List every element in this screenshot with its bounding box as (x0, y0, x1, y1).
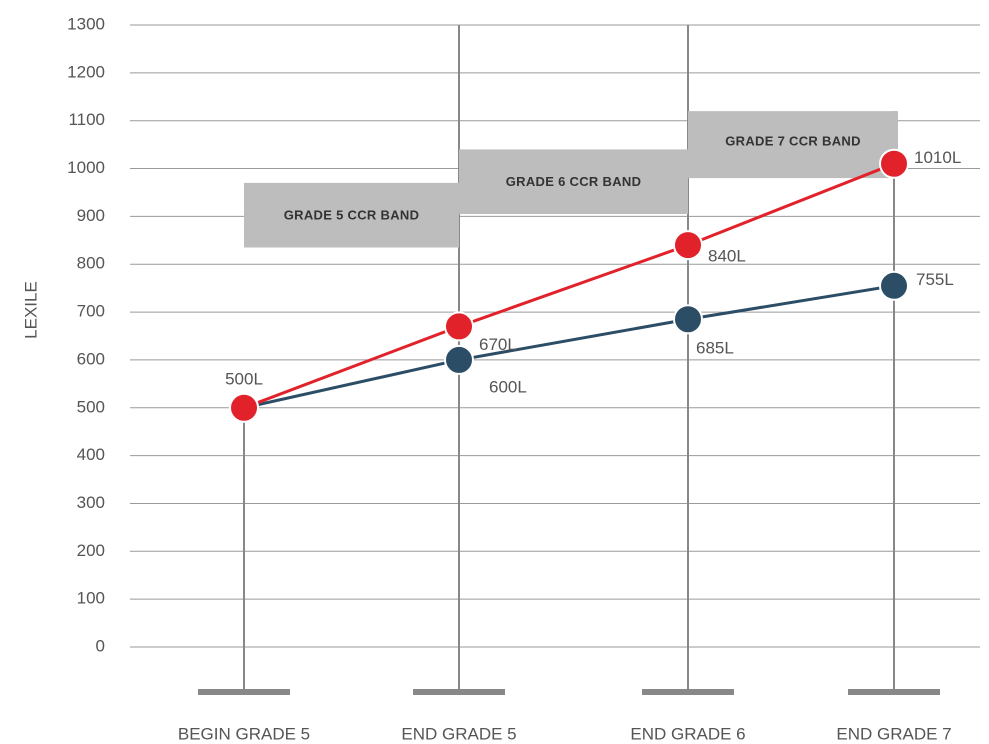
point-marker (229, 392, 259, 423)
category-base (848, 689, 940, 695)
point-marker (879, 148, 909, 179)
y-tick-label: 200 (77, 541, 105, 560)
series-line (243, 162, 895, 410)
y-tick-label: 1300 (67, 14, 105, 33)
ccr-band (459, 149, 688, 214)
y-tick-label: 400 (77, 445, 105, 464)
y-tick-label: 800 (77, 254, 105, 273)
category-base (642, 689, 734, 695)
point-marker (673, 304, 703, 335)
y-tick-label: 1000 (67, 158, 105, 177)
x-tick-label: END GRADE 7 (836, 724, 951, 743)
series-line (243, 284, 895, 410)
y-tick-label: 1200 (67, 62, 105, 81)
y-tick-label: 1100 (68, 110, 105, 129)
y-tick-label: 300 (77, 493, 105, 512)
y-tick-label: 700 (77, 302, 105, 321)
x-tick-label: BEGIN GRADE 5 (178, 724, 310, 743)
value-label: 500L (225, 369, 263, 388)
value-label: 685L (696, 339, 734, 358)
y-tick-label: 500 (77, 397, 105, 416)
x-tick-label: END GRADE 6 (630, 724, 745, 743)
point-marker (673, 230, 703, 261)
ccr-band (244, 182, 459, 248)
category-base (198, 689, 290, 695)
value-label: 840L (708, 247, 746, 266)
y-axis-label: LEXILE (21, 281, 40, 339)
value-label: 755L (916, 270, 954, 289)
ccr-band (688, 111, 898, 179)
category-base (413, 689, 505, 695)
y-tick-label: 600 (77, 349, 105, 368)
point-marker (444, 311, 474, 342)
band-label: GRADE 5 CCR BAND (284, 208, 420, 223)
y-tick-label: 100 (77, 589, 105, 608)
value-label: 670L (479, 335, 517, 354)
value-label: 600L (489, 377, 527, 396)
value-label: 1010L (914, 148, 961, 167)
y-tick-label: 0 (96, 636, 105, 655)
x-tick-label: END GRADE 5 (401, 724, 516, 743)
point-marker (879, 270, 909, 301)
band-label: GRADE 6 CCR BAND (506, 174, 642, 189)
y-tick-label: 900 (77, 206, 105, 225)
band-label: GRADE 7 CCR BAND (725, 134, 861, 149)
point-marker (444, 344, 474, 375)
